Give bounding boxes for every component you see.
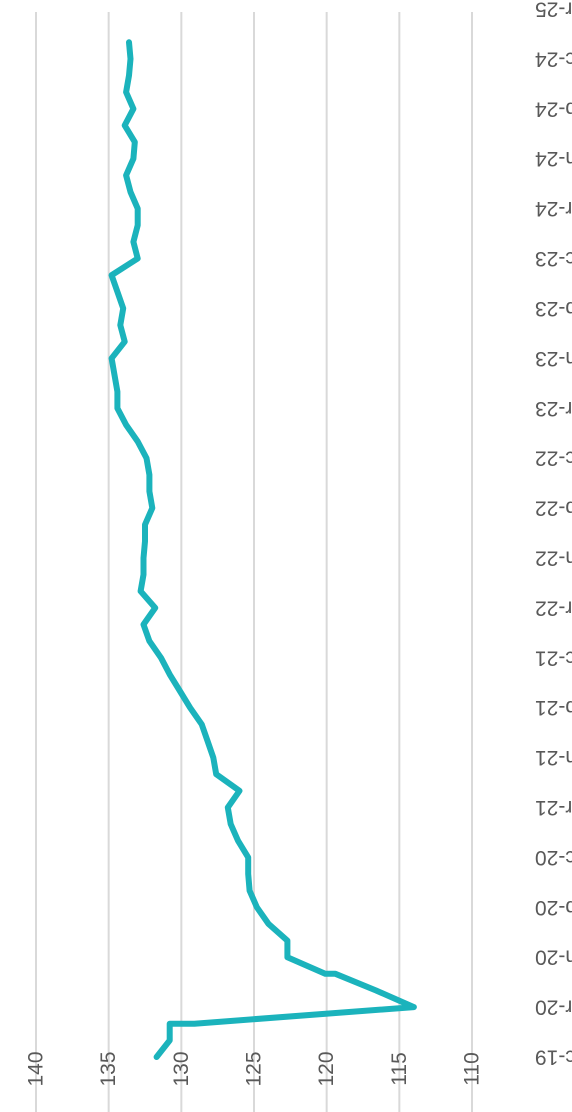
x-tick-label: Jun-24 bbox=[535, 147, 572, 170]
x-tick-label: Jun-20 bbox=[535, 946, 572, 969]
series-layer bbox=[108, 39, 417, 1060]
y-tick-label: 115 bbox=[388, 1052, 411, 1085]
x-tick-label: Dec-19 bbox=[535, 1046, 572, 1069]
gridlines bbox=[35, 12, 473, 1112]
y-tick-label: 125 bbox=[243, 1051, 266, 1086]
x-tick-label: Dec-22 bbox=[535, 447, 572, 470]
y-tick-label: 140 bbox=[25, 1051, 48, 1086]
x-axis-tick-labels: Dec-19 Mar-20 Jun-20 Sep-20 Dec-20 Mar-21 Jun-… bbox=[535, 0, 572, 1069]
x-tick-label: Sep-21 bbox=[535, 696, 572, 719]
x-tick-label: Mar-24 bbox=[535, 197, 572, 220]
x-tick-label: Sep-24 bbox=[535, 97, 572, 120]
x-tick-label: Mar-20 bbox=[535, 996, 572, 1019]
y-axis-tick-labels: 110 115 120 125 130 135 140 bbox=[25, 1051, 484, 1086]
x-tick-label: Dec-23 bbox=[535, 247, 572, 270]
x-tick-label: Mar-25 bbox=[535, 0, 572, 21]
y-tick-label: 110 bbox=[461, 1052, 484, 1085]
series-line-0 bbox=[108, 39, 417, 1060]
x-tick-label: Dec-21 bbox=[535, 646, 572, 669]
x-tick-label: Mar-22 bbox=[535, 596, 572, 619]
x-tick-label: Jun-23 bbox=[535, 347, 572, 370]
x-tick-label: Dec-24 bbox=[535, 47, 572, 70]
x-tick-label: Sep-20 bbox=[535, 896, 572, 919]
y-tick-label: 130 bbox=[170, 1051, 193, 1086]
x-tick-label: Sep-22 bbox=[535, 497, 572, 520]
x-tick-label: Mar-23 bbox=[535, 397, 572, 420]
y-tick-label: 135 bbox=[97, 1051, 120, 1086]
x-tick-label: Mar-21 bbox=[535, 796, 572, 819]
x-tick-label: Dec-20 bbox=[535, 846, 572, 869]
x-tick-label: Jun-21 bbox=[535, 746, 572, 769]
x-tick-label: Jun-22 bbox=[535, 546, 572, 569]
y-tick-label: 120 bbox=[315, 1051, 338, 1086]
x-tick-label: Sep-23 bbox=[535, 297, 572, 320]
